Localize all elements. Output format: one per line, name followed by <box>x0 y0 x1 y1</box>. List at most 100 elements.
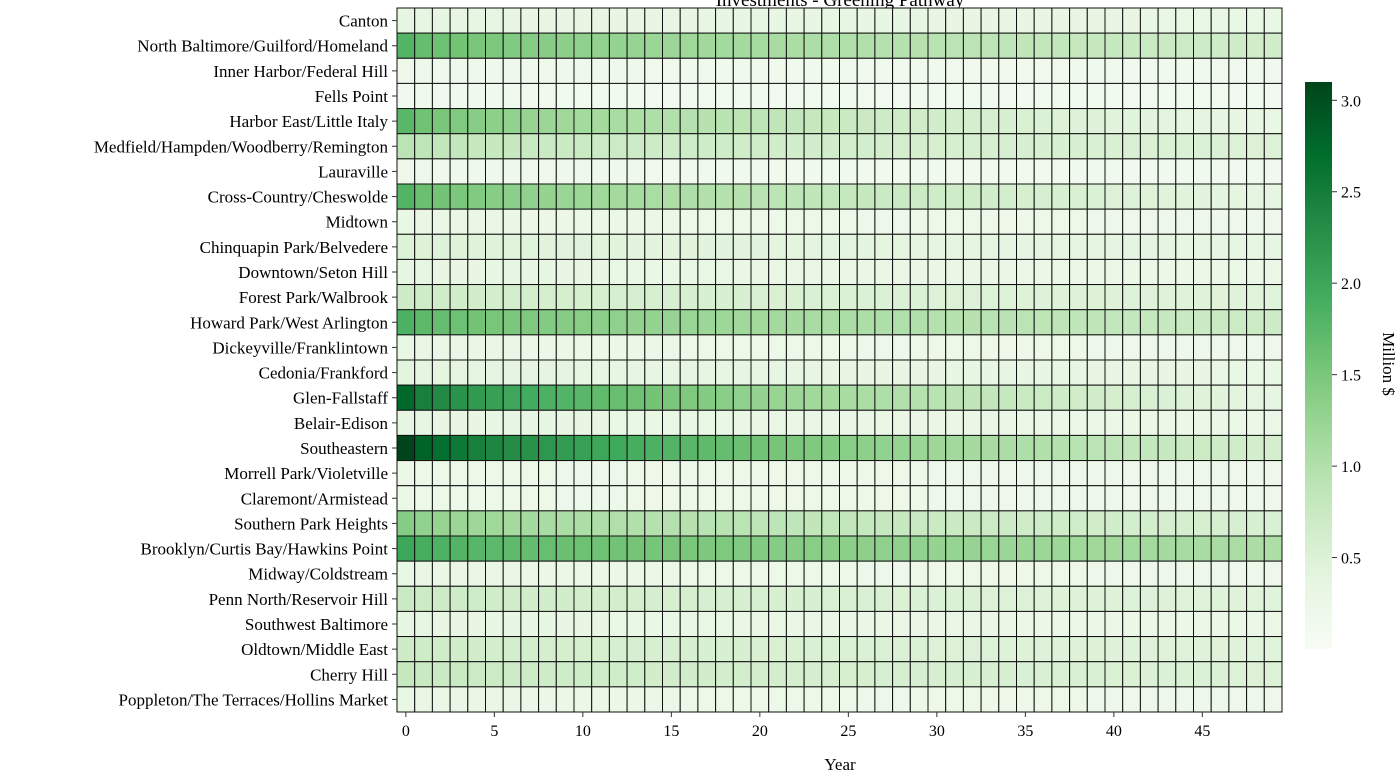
heatmap-cell <box>1122 158 1141 185</box>
heatmap-cell <box>856 32 876 59</box>
heatmap-cell <box>608 309 628 336</box>
heatmap-cell <box>1210 686 1230 713</box>
heatmap-cell <box>1122 7 1141 34</box>
heatmap-cell <box>520 434 540 462</box>
heatmap-cell <box>1210 434 1230 462</box>
colorbar-tick-label: 3.0 <box>1341 93 1361 110</box>
heatmap-cell <box>945 661 964 688</box>
heatmap-cell <box>945 334 964 361</box>
heatmap-cell <box>874 610 894 638</box>
heatmap-cell <box>715 258 734 286</box>
heatmap-cell <box>1069 460 1088 487</box>
heatmap-cell <box>1086 133 1106 160</box>
heatmap-cell <box>732 7 752 34</box>
heatmap-cell <box>1157 158 1177 185</box>
heatmap-cell <box>1228 32 1248 59</box>
heatmap-cell <box>945 158 964 185</box>
heatmap-cell <box>1122 133 1141 160</box>
heatmap-cell <box>502 233 522 260</box>
heatmap-cell <box>1193 460 1212 487</box>
heatmap-cell <box>502 334 522 361</box>
heatmap-cell <box>573 485 593 512</box>
heatmap-cell <box>803 158 823 185</box>
heatmap-cell <box>520 535 540 562</box>
heatmap-cell <box>608 208 628 235</box>
heatmap-cell <box>962 183 982 210</box>
heatmap-cell <box>785 284 805 311</box>
heatmap-cell <box>1016 535 1035 562</box>
heatmap-cell <box>449 535 469 562</box>
heatmap-cell <box>591 636 610 663</box>
heatmap-cell <box>1033 434 1053 462</box>
heatmap-cell <box>909 158 929 185</box>
heatmap-cell <box>1175 233 1195 260</box>
heatmap-cell <box>945 434 964 462</box>
heatmap-cell <box>1228 284 1248 311</box>
heatmap-cell <box>1175 158 1195 185</box>
heatmap-cell <box>520 7 540 34</box>
heatmap-cell <box>750 82 770 110</box>
heatmap-cell <box>467 183 486 210</box>
heatmap-cell <box>502 57 522 84</box>
row-label: North Baltimore/Guilford/Homeland <box>137 37 388 56</box>
heatmap-cell <box>555 108 575 135</box>
heatmap-cell <box>821 686 840 713</box>
heatmap-cell <box>998 183 1017 210</box>
heatmap-cell <box>1228 636 1248 663</box>
heatmap-cell <box>892 661 911 688</box>
heatmap-cell <box>431 686 451 713</box>
heatmap-cell <box>1069 585 1088 612</box>
heatmap-cell <box>874 460 894 487</box>
heatmap-cell <box>962 57 982 84</box>
heatmap-cell <box>431 108 451 135</box>
heatmap-cell <box>1104 233 1124 260</box>
heatmap-cell <box>467 610 486 638</box>
heatmap-cell <box>732 686 752 713</box>
heatmap-cell <box>945 284 964 311</box>
heatmap-cell <box>980 233 1000 260</box>
heatmap-cell <box>396 384 416 411</box>
heatmap-cell <box>1193 284 1212 311</box>
heatmap-cell <box>1033 359 1053 386</box>
heatmap-cell <box>1139 158 1159 185</box>
heatmap-cell <box>414 183 433 210</box>
heatmap-cell <box>732 510 752 537</box>
heatmap-cell <box>697 560 717 587</box>
heatmap-cell <box>520 585 540 612</box>
heatmap-cell <box>856 108 876 135</box>
heatmap-cell <box>768 7 787 34</box>
heatmap-cell <box>1016 460 1035 487</box>
row-label: Penn North/Reservoir Hill <box>209 590 389 609</box>
heatmap-cell <box>591 460 610 487</box>
heatmap-cell <box>839 485 858 512</box>
heatmap-cell <box>396 460 416 487</box>
heatmap-cell <box>1051 309 1071 336</box>
heatmap-cell <box>980 585 1000 612</box>
heatmap-cell <box>980 334 1000 361</box>
heatmap-cell <box>662 258 681 286</box>
heatmap-cell <box>750 309 770 336</box>
heatmap-cell <box>768 610 787 638</box>
heatmap-cell <box>874 183 894 210</box>
heatmap-cell <box>1263 158 1283 185</box>
heatmap-cell <box>1104 636 1124 663</box>
heatmap-cell <box>520 636 540 663</box>
heatmap-cell <box>485 334 504 361</box>
heatmap-cell <box>555 57 575 84</box>
heatmap-cell <box>1263 334 1283 361</box>
heatmap-cell <box>998 585 1017 612</box>
heatmap-cell <box>980 208 1000 235</box>
heatmap-cell <box>1193 510 1212 537</box>
heatmap-cell <box>945 460 964 487</box>
heatmap-cell <box>431 208 451 235</box>
heatmap-cell <box>396 208 416 235</box>
heatmap-cell <box>927 686 947 713</box>
heatmap-cell <box>1210 158 1230 185</box>
heatmap-cell <box>467 661 486 688</box>
heatmap-cell <box>467 108 486 135</box>
heatmap-cell <box>520 57 540 84</box>
heatmap-cell <box>644 208 663 235</box>
heatmap-cell <box>608 535 628 562</box>
heatmap-cell <box>998 334 1017 361</box>
heatmap-cell <box>750 183 770 210</box>
